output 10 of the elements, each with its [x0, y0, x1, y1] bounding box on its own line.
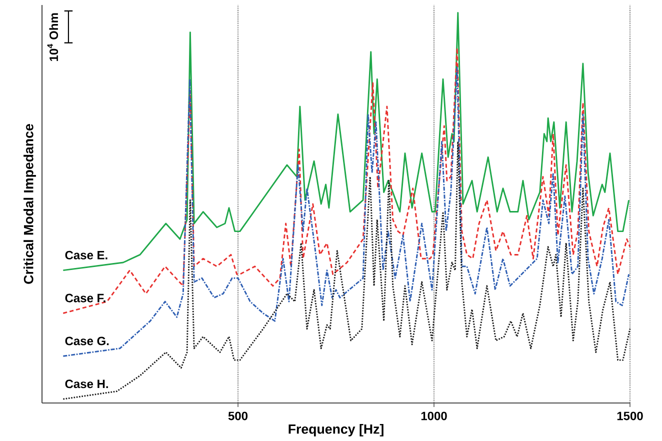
series-label: Case H. [65, 380, 108, 388]
x-tick-label: 500 [228, 412, 248, 420]
x-axis-title: Frequency [Hz] [288, 424, 384, 436]
series-label: Case G. [65, 336, 109, 346]
series-label: Case E. [65, 250, 108, 260]
y-axis-title: Critical Modal Impedance [24, 124, 36, 284]
annotation: 10$^{4}$ Ohm [47, 13, 58, 61]
x-tick-label: 1000 [421, 412, 447, 420]
x-tick-label: 1500 [617, 412, 643, 420]
series-label: Case F. [65, 294, 106, 302]
